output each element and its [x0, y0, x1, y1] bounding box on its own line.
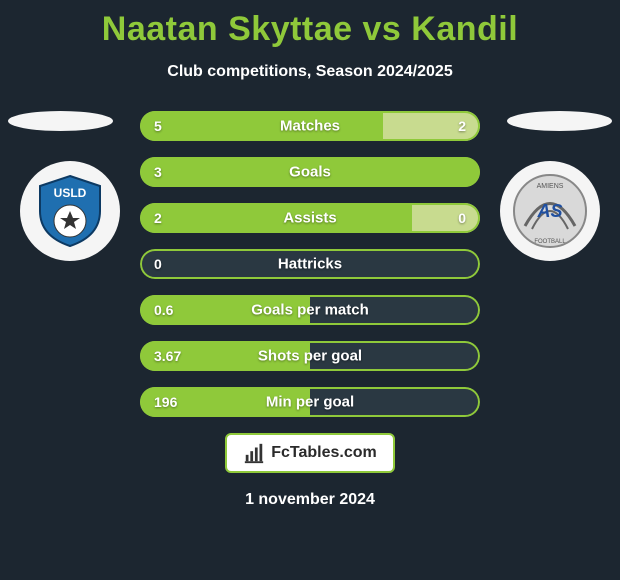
- stat-row: Assists 2 0: [140, 203, 480, 233]
- stat-bars-container: Matches 5 2 Goals 3 Assists 2 0 Hattricks 0 Goals …: [140, 111, 480, 417]
- svg-text:AMIENS: AMIENS: [537, 183, 564, 190]
- stat-value-left: 3.67: [154, 348, 181, 364]
- stat-row: Matches 5 2: [140, 111, 480, 141]
- shadow-ellipse-left: [8, 111, 113, 131]
- title-vs: vs: [353, 10, 412, 48]
- team-crest-left: USLD: [20, 161, 120, 261]
- subtitle: Club competitions, Season 2024/2025: [0, 63, 620, 81]
- stat-label: Min per goal: [266, 394, 354, 411]
- stat-label: Shots per goal: [258, 348, 362, 365]
- svg-text:FOOTBALL: FOOTBALL: [534, 239, 566, 245]
- site-logo-box: FcTables.com: [225, 433, 395, 473]
- title-player-right: Kandil: [411, 10, 518, 48]
- stat-label: Hattricks: [278, 256, 342, 273]
- stat-value-left: 5: [154, 118, 162, 134]
- stat-row: Goals 3: [140, 157, 480, 187]
- page-title: Naatan Skyttae vs Kandil: [0, 0, 620, 49]
- stat-value-left: 0: [154, 256, 162, 272]
- crest-left-icon: USLD: [30, 171, 110, 251]
- team-crest-right: AS AMIENS FOOTBALL: [500, 161, 600, 261]
- stat-value-left: 3: [154, 164, 162, 180]
- svg-text:USLD: USLD: [54, 186, 87, 200]
- stat-row: Shots per goal 3.67: [140, 341, 480, 371]
- comparison-area: USLD AS AMIENS FOOTBALL Matches 5 2 Goals 3 A…: [0, 111, 620, 417]
- stat-label: Goals: [289, 164, 331, 181]
- stat-value-left: 2: [154, 210, 162, 226]
- stat-row: Hattricks 0: [140, 249, 480, 279]
- stat-row: Min per goal 196: [140, 387, 480, 417]
- shadow-ellipse-right: [507, 111, 612, 131]
- crest-right-icon: AS AMIENS FOOTBALL: [510, 171, 590, 251]
- stat-fill-right: [412, 203, 480, 233]
- stat-value-right: 2: [458, 118, 466, 134]
- stat-value-left: 0.6: [154, 302, 173, 318]
- stat-label: Goals per match: [251, 302, 369, 319]
- title-player-left: Naatan Skyttae: [102, 10, 353, 48]
- stat-fill-left: [140, 111, 383, 141]
- site-name: FcTables.com: [271, 444, 377, 462]
- stat-fill-left: [140, 203, 412, 233]
- stat-value-right: 0: [458, 210, 466, 226]
- svg-text:AS: AS: [536, 201, 562, 221]
- chart-icon: [243, 442, 265, 464]
- stat-value-left: 196: [154, 394, 177, 410]
- comparison-infographic: Naatan Skyttae vs Kandil Club competitio…: [0, 0, 620, 580]
- stat-label: Assists: [283, 210, 336, 227]
- stat-label: Matches: [280, 118, 340, 135]
- stat-row: Goals per match 0.6: [140, 295, 480, 325]
- footer-date: 1 november 2024: [0, 491, 620, 509]
